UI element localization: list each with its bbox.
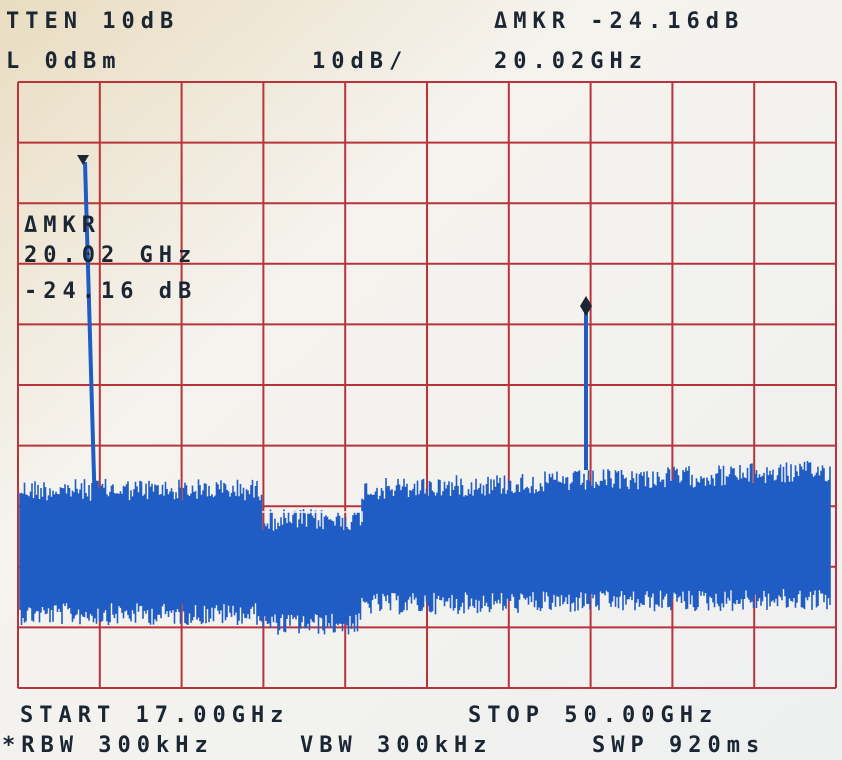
delta-marker: ΔMKR -24.16dB (494, 9, 744, 34)
marker-box-freq: 20.02 GHz (24, 243, 197, 268)
atten: TTEN 10dB (6, 9, 179, 34)
stop-freq: STOP 50.00GHz (468, 703, 718, 728)
marker-label: ΔMKR (24, 213, 101, 238)
ref-level: L 0dBm (6, 49, 121, 74)
background (0, 0, 842, 760)
analyzer-screen: TTEN 10dB ΔMKR -24.16dB L 0dBm 10dB/ 20.… (0, 0, 842, 760)
start-freq: START 17.00GHz (20, 703, 289, 728)
rbw: *RBW 300kHz (2, 733, 214, 758)
scale: 10dB/ (312, 49, 408, 74)
marker-freq: 20.02GHz (494, 49, 648, 74)
marker-box-delta: -24.16 dB (24, 279, 197, 304)
sweep: SWP 920ms (592, 733, 765, 758)
vbw: VBW 300kHz (300, 733, 492, 758)
